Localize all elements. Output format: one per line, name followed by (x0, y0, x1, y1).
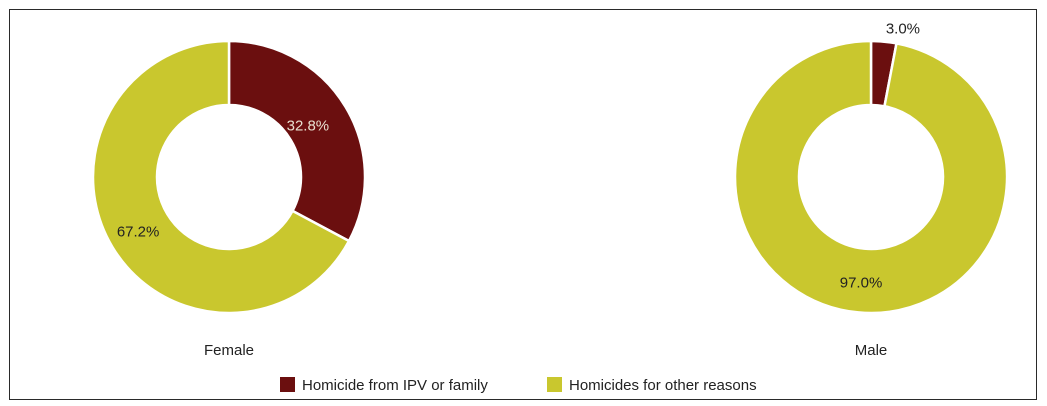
slice-male-other (733, 39, 1009, 315)
slice-female-other (91, 39, 351, 315)
value-label-female-ipv: 32.8% (287, 118, 330, 135)
value-label-male-other: 97.0% (840, 275, 883, 292)
category-label-male: Male (855, 342, 888, 359)
category-label-female: Female (204, 342, 254, 359)
donut-male: 3.0% 97.0% Male (733, 21, 1009, 359)
value-label-male-ipv: 3.0% (886, 21, 920, 38)
legend-label-ipv: Homicide from IPV or family (302, 377, 488, 394)
slice-female-ipv (227, 39, 367, 243)
legend-swatch-other (547, 377, 562, 392)
value-label-female-other: 67.2% (117, 224, 160, 241)
legend: Homicide from IPV or family Homicides fo… (280, 377, 757, 394)
legend-swatch-ipv (280, 377, 295, 392)
legend-label-other: Homicides for other reasons (569, 377, 757, 394)
donut-charts: 32.8% 67.2% Female 3.0% 97.0% Male Homicide f… (91, 21, 1009, 394)
chart-frame: 32.8% 67.2% Female 3.0% 97.0% Male Homicide f… (9, 9, 1037, 400)
donut-female: 32.8% 67.2% Female (91, 39, 367, 359)
